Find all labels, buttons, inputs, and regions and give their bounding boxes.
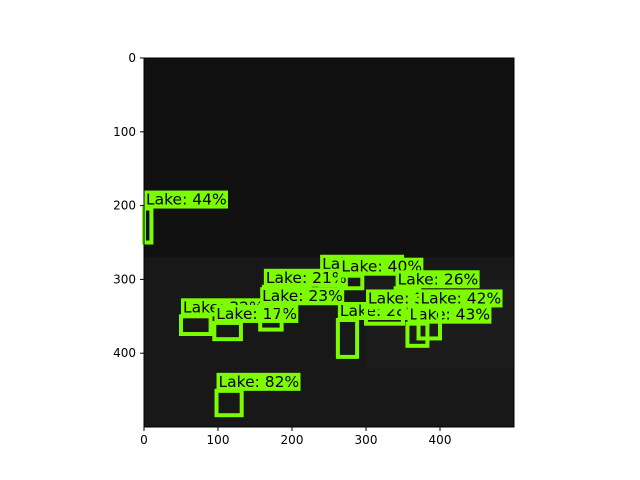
detection[interactable]: Lake: 17% xyxy=(212,304,299,342)
y-tick-label: 0 xyxy=(128,51,136,65)
y-tick-label: 300 xyxy=(113,272,136,286)
detection[interactable]: Lake: 42% xyxy=(416,289,503,341)
x-tick-label: 400 xyxy=(429,433,452,447)
detection-label-bg xyxy=(395,270,480,289)
x-tick-label: 200 xyxy=(281,433,304,447)
detection-label-bg xyxy=(214,304,299,323)
detection-label-bg xyxy=(263,268,348,287)
detection-label-bg xyxy=(216,372,301,391)
y-axis: 0 100 200 300 400 xyxy=(113,51,144,360)
x-tick-label: 300 xyxy=(355,433,378,447)
detection-label-bg xyxy=(260,287,345,306)
x-tick-label: 100 xyxy=(207,433,230,447)
detection-label: Lake: 26% xyxy=(398,270,479,288)
detection[interactable]: Lake: 21% xyxy=(261,268,348,300)
y-tick-label: 400 xyxy=(113,346,136,360)
detection-label-bg xyxy=(407,305,492,324)
detection-label: Lake: 21% xyxy=(266,269,347,287)
detection-label: Lake: 82% xyxy=(219,373,300,391)
axes-frame xyxy=(143,57,515,428)
detection[interactable]: Lake: 23% xyxy=(258,287,345,332)
y-tick-label: 100 xyxy=(113,125,136,139)
detection[interactable]: Lake: 82% xyxy=(214,372,301,418)
detection-label-bg xyxy=(418,289,503,308)
detection-label: Lake: 17% xyxy=(216,305,297,323)
detection-label: Lake: 23% xyxy=(262,287,343,305)
detection-label: Lake: 42% xyxy=(421,289,502,307)
detection[interactable]: Lake: 44% xyxy=(142,190,228,245)
x-tick-label: 0 xyxy=(140,433,148,447)
detection[interactable]: Lake: 43% xyxy=(405,305,492,348)
detections-layer: Lake: 44%Lake: 21%Lake: 21%Lake: 40%Lake… xyxy=(142,190,503,418)
detection-label-bg xyxy=(144,190,228,209)
x-axis: 0 100 200 300 400 xyxy=(140,427,451,447)
y-tick-label: 200 xyxy=(113,199,136,213)
detection-label: Lake: 43% xyxy=(409,306,490,324)
detection-label: Lake: 44% xyxy=(146,191,227,209)
